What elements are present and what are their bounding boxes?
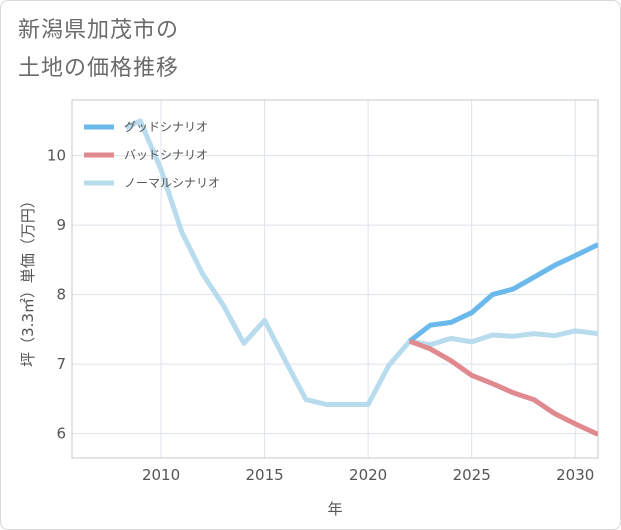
series-line-0 — [408, 242, 598, 344]
y-tick-labels: 6 7 8 9 10 — [47, 147, 66, 443]
series-line-2 — [124, 118, 598, 407]
plot-frame — [71, 99, 599, 459]
series-lines — [124, 118, 598, 437]
chart-title-line-2: 土地の価格推移 — [18, 56, 180, 81]
y-tick-label: 10 — [47, 147, 66, 165]
series-line-1 — [408, 338, 598, 437]
x-axis-label: 年 — [327, 500, 342, 518]
x-tick-label: 2010 — [142, 466, 180, 484]
chart-title-line-1: 新潟県加茂市の — [18, 18, 180, 43]
legend-label: グッドシナリオ — [124, 120, 208, 134]
grid-lines — [72, 100, 598, 458]
y-tick-label: 7 — [56, 355, 66, 373]
y-axis-label: 坪（3.3㎡）単価（万円） — [19, 193, 37, 367]
x-tick-label: 2020 — [349, 466, 387, 484]
y-tick-label: 6 — [56, 425, 66, 443]
x-tick-labels: 2010 2015 2020 2025 2030 — [142, 466, 594, 484]
legend-label: バッドシナリオ — [124, 148, 208, 162]
y-tick-label: 8 — [56, 286, 66, 304]
legend-label: ノーマルシナリオ — [124, 176, 220, 190]
x-tick-label: 2025 — [453, 466, 491, 484]
y-tick-label: 9 — [56, 216, 66, 234]
x-tick-label: 2015 — [245, 466, 283, 484]
x-tick-label: 2030 — [556, 466, 594, 484]
